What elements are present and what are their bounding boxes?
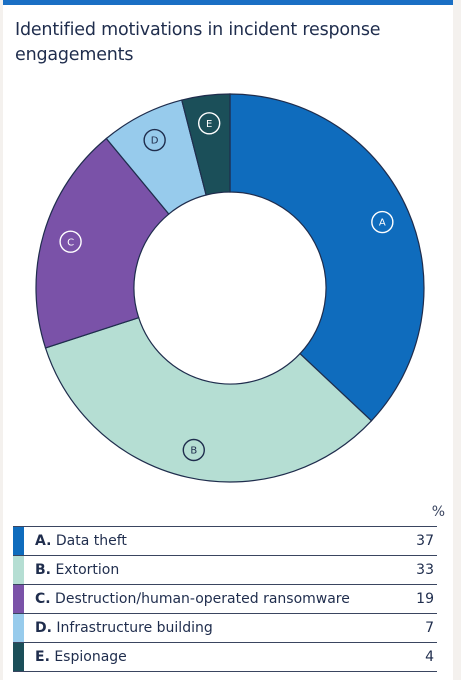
legend-row-a: A. Data theft 37 <box>13 527 437 556</box>
slice-marker-circle-c <box>59 230 82 253</box>
slice-marker-circle-d <box>143 128 166 152</box>
legend-marker: E. <box>35 649 50 665</box>
legend-label: E. Espionage <box>35 649 127 665</box>
donut-slice-a <box>229 93 425 422</box>
legend-row-b: B. Extortion 33 <box>13 556 437 585</box>
legend-row-d: D. Infrastructure building 7 <box>13 614 437 643</box>
slice-marker-circle-b <box>182 438 205 462</box>
legend-label: A. Data theft <box>35 533 127 549</box>
legend-swatch <box>13 527 24 555</box>
legend-swatch <box>13 556 24 584</box>
legend-table: A. Data theft 37 B. Extortion 33 C. Destruct… <box>13 526 437 672</box>
donut-slice-e <box>181 93 231 196</box>
slice-marker-b: B <box>190 446 197 457</box>
percent-header: % <box>431 504 445 520</box>
legend-label: D. Infrastructure building <box>35 620 213 636</box>
legend-swatch <box>13 585 24 613</box>
slice-marker-circle-e <box>197 112 221 135</box>
legend-text: Data theft <box>51 533 127 549</box>
legend-text: Infrastructure building <box>51 620 213 636</box>
legend-swatch <box>13 643 24 671</box>
slice-marker-c: C <box>67 237 74 248</box>
donut-slice-c <box>35 137 170 349</box>
legend-value: 4 <box>425 649 434 665</box>
legend-marker: A. <box>35 533 52 549</box>
legend-marker: D. <box>35 620 52 636</box>
donut-slice-b <box>44 316 373 483</box>
slice-marker-circle-a <box>371 210 394 234</box>
legend-text: Espionage <box>49 649 127 665</box>
slice-marker-d: D <box>151 136 159 147</box>
donut-chart: A B C D E <box>35 93 425 483</box>
legend-marker: C. <box>35 591 51 607</box>
legend-label: C. Destruction/human-operated ransomware <box>35 591 350 607</box>
legend-value: 19 <box>416 591 434 607</box>
chart-title: Identified motivations in incident respo… <box>15 20 381 65</box>
legend-marker: B. <box>35 562 51 578</box>
slice-marker-e: E <box>206 119 212 130</box>
legend-text: Destruction/human-operated ransomware <box>50 591 350 607</box>
legend-swatch <box>13 614 24 642</box>
legend-row-c: C. Destruction/human-operated ransomware… <box>13 585 437 614</box>
legend-text: Extortion <box>51 562 120 578</box>
slice-marker-a: A <box>379 218 386 229</box>
legend-value: 33 <box>416 562 434 578</box>
legend-row-e: E. Espionage 4 <box>13 643 437 672</box>
legend-label: B. Extortion <box>35 562 119 578</box>
legend-value: 37 <box>416 533 434 549</box>
legend-value: 7 <box>425 620 434 636</box>
